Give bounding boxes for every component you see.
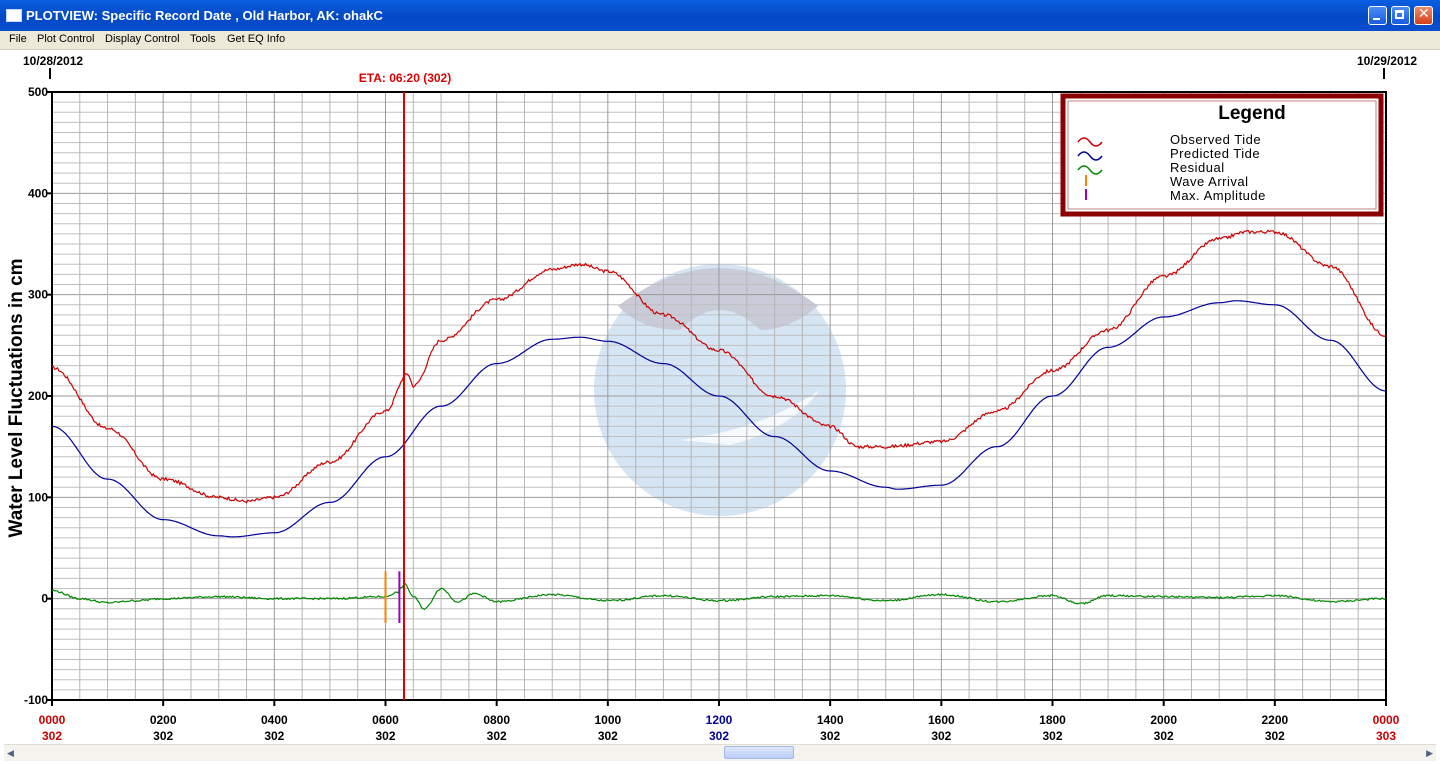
maximize-button[interactable]	[1391, 6, 1410, 25]
legend-observed-swatch	[1077, 137, 1103, 147]
y-tick-label: 100	[28, 490, 48, 504]
legend-predicted-swatch	[1077, 151, 1103, 161]
series-layer	[51, 229, 1387, 611]
x-tick-time-label: 2000	[1150, 713, 1177, 727]
x-tick-day-label: 302	[931, 729, 951, 743]
x-tick-day-label: 303	[1376, 729, 1396, 743]
close-button[interactable]: ✕	[1414, 6, 1433, 25]
horizontal-scrollbar[interactable]: ◀ ▶	[4, 744, 1436, 761]
x-tick-time-label: 1000	[594, 713, 621, 727]
legend: Legend Observed Tide Predicted Tide Resi…	[1060, 93, 1384, 217]
series-predicted-tide	[51, 300, 1386, 538]
y-tick-label: 200	[28, 389, 48, 403]
x-tick-day-label: 302	[1265, 729, 1285, 743]
menu-plot-control[interactable]: Plot Control	[37, 33, 95, 45]
x-tick-time-label: 2200	[1261, 713, 1288, 727]
legend-residual-swatch	[1077, 165, 1103, 175]
x-tick-time-label: 1600	[928, 713, 955, 727]
menu-get-eq-info[interactable]: Get EQ Info	[227, 33, 286, 45]
x-tick-day-label: 302	[42, 729, 62, 743]
x-tick-day-label: 302	[487, 729, 507, 743]
scroll-right-icon[interactable]: ▶	[1426, 748, 1433, 758]
app-icon[interactable]	[6, 9, 22, 22]
minimize-button[interactable]	[1368, 6, 1387, 25]
menu-bar: File Plot Control Display Control Tools …	[0, 31, 1440, 50]
plot-grid	[51, 91, 1387, 701]
x-tick-time-label: 1400	[817, 713, 844, 727]
x-tick-day-label: 302	[598, 729, 618, 743]
x-tick-time-label: 0000	[39, 713, 66, 727]
window-title: PLOTVIEW: Specific Record Date , Old Har…	[26, 8, 383, 23]
x-tick-day-label: 302	[709, 729, 729, 743]
scroll-thumb[interactable]	[724, 746, 794, 759]
date-left-label: 10/28/2012	[23, 54, 83, 68]
scroll-left-icon[interactable]: ◀	[7, 748, 14, 758]
series-observed-tide	[52, 229, 1387, 504]
y-tick-label: 400	[28, 186, 48, 200]
x-axis: 0000 302 0200 302 0400 302 0600 302 0800 302 1000 3…	[39, 700, 1400, 743]
window-titlebar: PLOTVIEW: Specific Record Date , Old Har…	[0, 0, 1440, 31]
legend-observed-label: Observed Tide	[1170, 132, 1261, 147]
y-axis-title: Water Level Fluctuations in cm	[6, 258, 27, 537]
menu-file[interactable]: File	[9, 33, 27, 45]
menu-display-control[interactable]: Display Control	[105, 33, 180, 45]
date-right-label: 10/29/2012	[1357, 54, 1417, 68]
x-tick-time-label: 0800	[483, 713, 510, 727]
x-tick-day-label: 302	[153, 729, 173, 743]
x-tick-time-label: 0400	[261, 713, 288, 727]
series-residual	[51, 582, 1387, 611]
y-tick-label: 500	[28, 85, 48, 99]
x-tick-day-label: 302	[1042, 729, 1062, 743]
legend-max-amplitude-label: Max. Amplitude	[1170, 188, 1266, 203]
y-tick-label: 0	[41, 592, 48, 606]
y-tick-label: 300	[28, 288, 48, 302]
legend-title: Legend	[1218, 103, 1286, 124]
watermark-bird-icon	[680, 390, 820, 445]
maximize-icon	[1395, 10, 1404, 19]
y-axis: -100 0 100 200 300 400 500	[24, 85, 52, 707]
x-tick-day-label: 302	[820, 729, 840, 743]
y-tick-label: -100	[24, 693, 48, 707]
menu-tools[interactable]: Tools	[190, 33, 216, 45]
minimize-icon	[1373, 18, 1380, 20]
legend-box	[1060, 93, 1384, 217]
x-tick-time-label: 1200	[706, 713, 733, 727]
eta-label: ETA: 06:20 (302)	[359, 71, 451, 85]
x-tick-time-label: 0600	[372, 713, 399, 727]
x-tick-day-label: 302	[264, 729, 284, 743]
legend-wave-arrival-label: Wave Arrival	[1170, 174, 1248, 189]
tide-plot: -100 0 100 200 300 400 500 0000 302 0200 302 0400 3…	[6, 54, 1417, 743]
close-icon: ✕	[1418, 6, 1430, 22]
legend-residual-label: Residual	[1170, 160, 1225, 175]
x-tick-day-label: 302	[375, 729, 395, 743]
x-tick-time-label: 1800	[1039, 713, 1066, 727]
legend-predicted-label: Predicted Tide	[1170, 146, 1260, 161]
x-tick-time-label: 0200	[150, 713, 177, 727]
x-tick-day-label: 302	[1154, 729, 1174, 743]
noaa-watermark	[594, 264, 846, 516]
legend-inner-border	[1067, 100, 1377, 210]
x-tick-time-label: 0000	[1373, 713, 1400, 727]
